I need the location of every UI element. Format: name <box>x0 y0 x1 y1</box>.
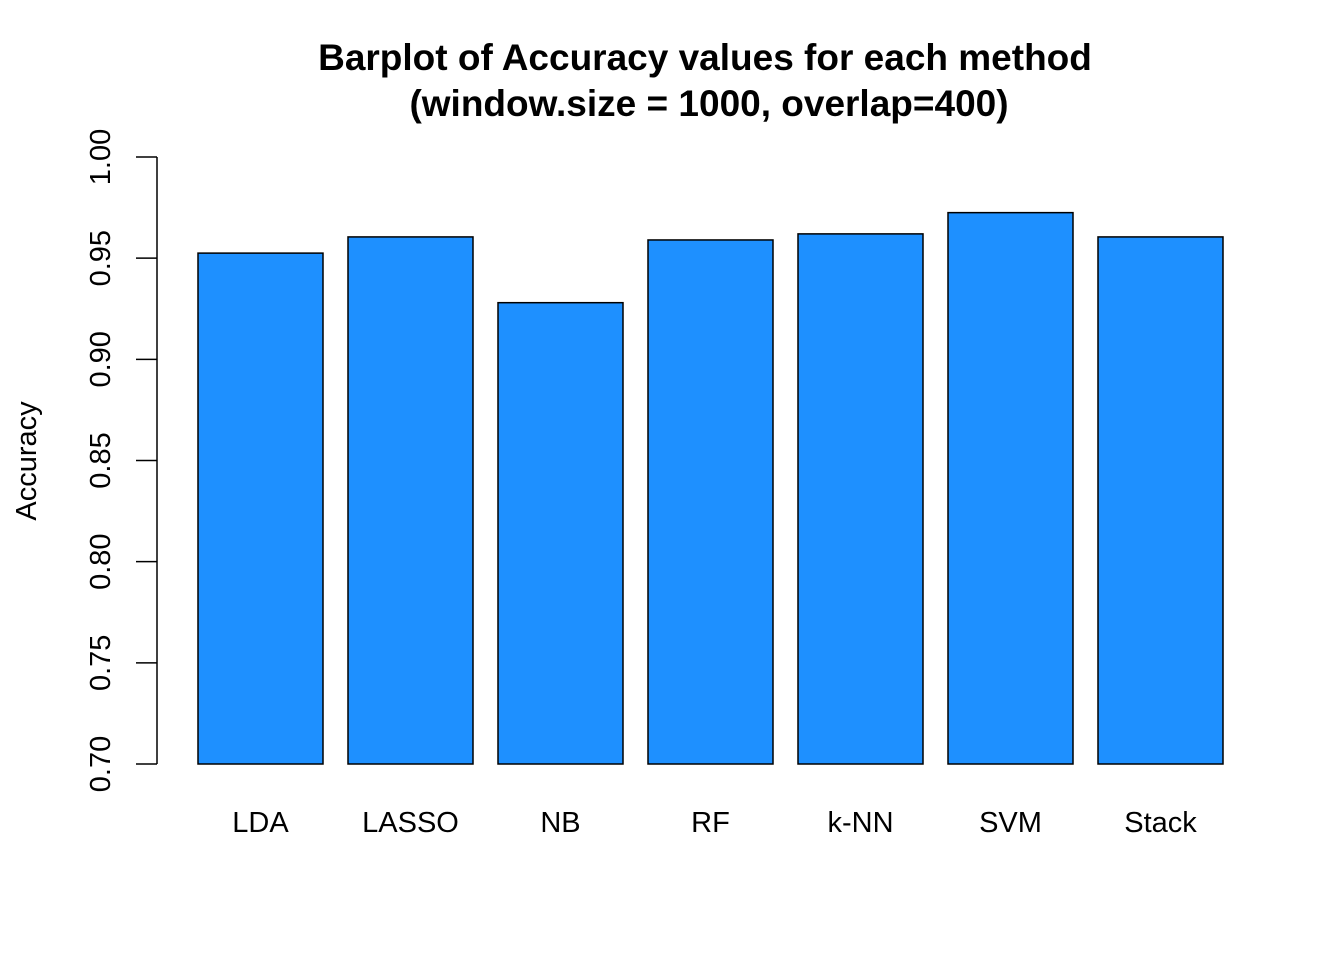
y-tick-label: 0.75 <box>85 635 117 691</box>
y-tick-label: 1.00 <box>85 129 117 185</box>
bar-lasso <box>347 236 474 765</box>
bar-svm <box>947 211 1074 765</box>
x-tick-label-lda: LDA <box>232 807 289 839</box>
bar-nb <box>497 301 624 765</box>
x-tick-label-k-nn: k-NN <box>827 807 893 839</box>
chart-subtitle: (window.size = 1000, overlap=400) <box>409 83 1008 124</box>
y-tick-label: 0.70 <box>85 736 117 792</box>
x-tick-label-nb: NB <box>540 807 580 839</box>
y-tick-label: 0.80 <box>85 533 117 589</box>
y-axis-label: Accuracy <box>11 401 43 521</box>
bars-group <box>197 211 1224 765</box>
y-tick-label: 0.95 <box>85 230 117 286</box>
bar-rf <box>647 239 774 765</box>
bar-lda <box>197 252 324 765</box>
bar-k-nn <box>797 233 924 765</box>
chart-title: Barplot of Accuracy values for each meth… <box>318 37 1092 78</box>
x-tick-label-lasso: LASSO <box>362 807 459 839</box>
x-tick-label-rf: RF <box>691 807 730 839</box>
x-axis-labels: LDA LASSO NB RF k-NN SVM Stack <box>232 807 1197 839</box>
y-tick-label: 0.90 <box>85 331 117 387</box>
y-tick-label: 0.85 <box>85 432 117 488</box>
y-axis: 0.70 0.75 0.80 0.85 0.90 0.95 1.00 <box>85 129 158 792</box>
x-tick-label-stack: Stack <box>1124 807 1197 839</box>
x-tick-label-svm: SVM <box>979 807 1042 839</box>
bar-stack <box>1097 236 1224 765</box>
